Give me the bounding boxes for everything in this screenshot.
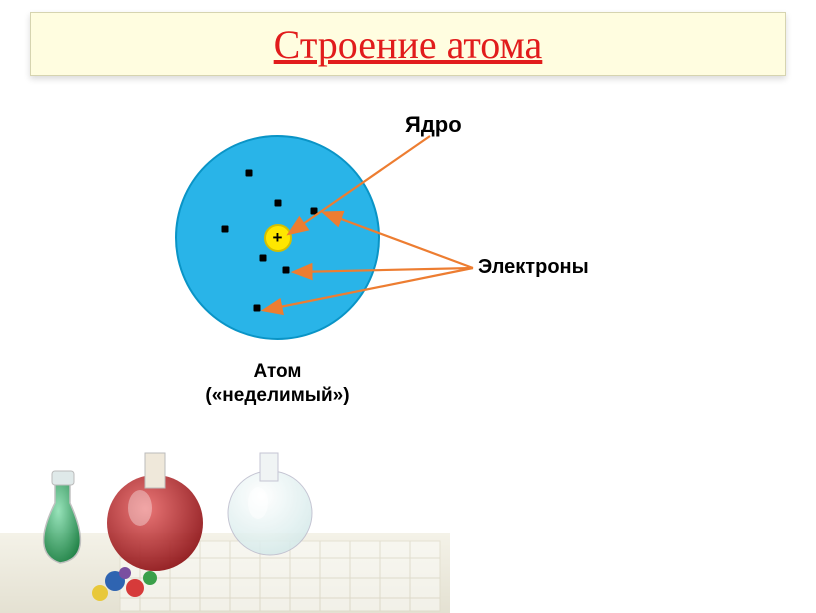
electron-dot (260, 254, 267, 261)
electron-dot (282, 266, 289, 273)
flask-red-icon (107, 453, 203, 571)
label-electrons: Электроны (478, 256, 589, 279)
page-title: Строение атома (274, 21, 543, 68)
electron-dot (254, 304, 261, 311)
nucleus: + (264, 224, 292, 252)
electron-dot (274, 200, 281, 207)
atom-label-line1: Атом (254, 361, 302, 382)
title-bar: Строение атома (30, 12, 786, 76)
atom-label-line2: («неделимый») (205, 385, 349, 406)
electron-dot (310, 208, 317, 215)
electron-dot (222, 226, 229, 233)
flask-green-icon (44, 471, 81, 563)
label-nucleus: Ядро (405, 112, 462, 138)
atom-circle: + (175, 135, 380, 340)
nucleus-symbol: + (273, 228, 283, 248)
decorative-chemistry-photo (0, 413, 450, 613)
atom-label: Атом («неделимый») (175, 360, 380, 408)
electron-dot (246, 170, 253, 177)
flask-clear-icon (228, 453, 312, 555)
